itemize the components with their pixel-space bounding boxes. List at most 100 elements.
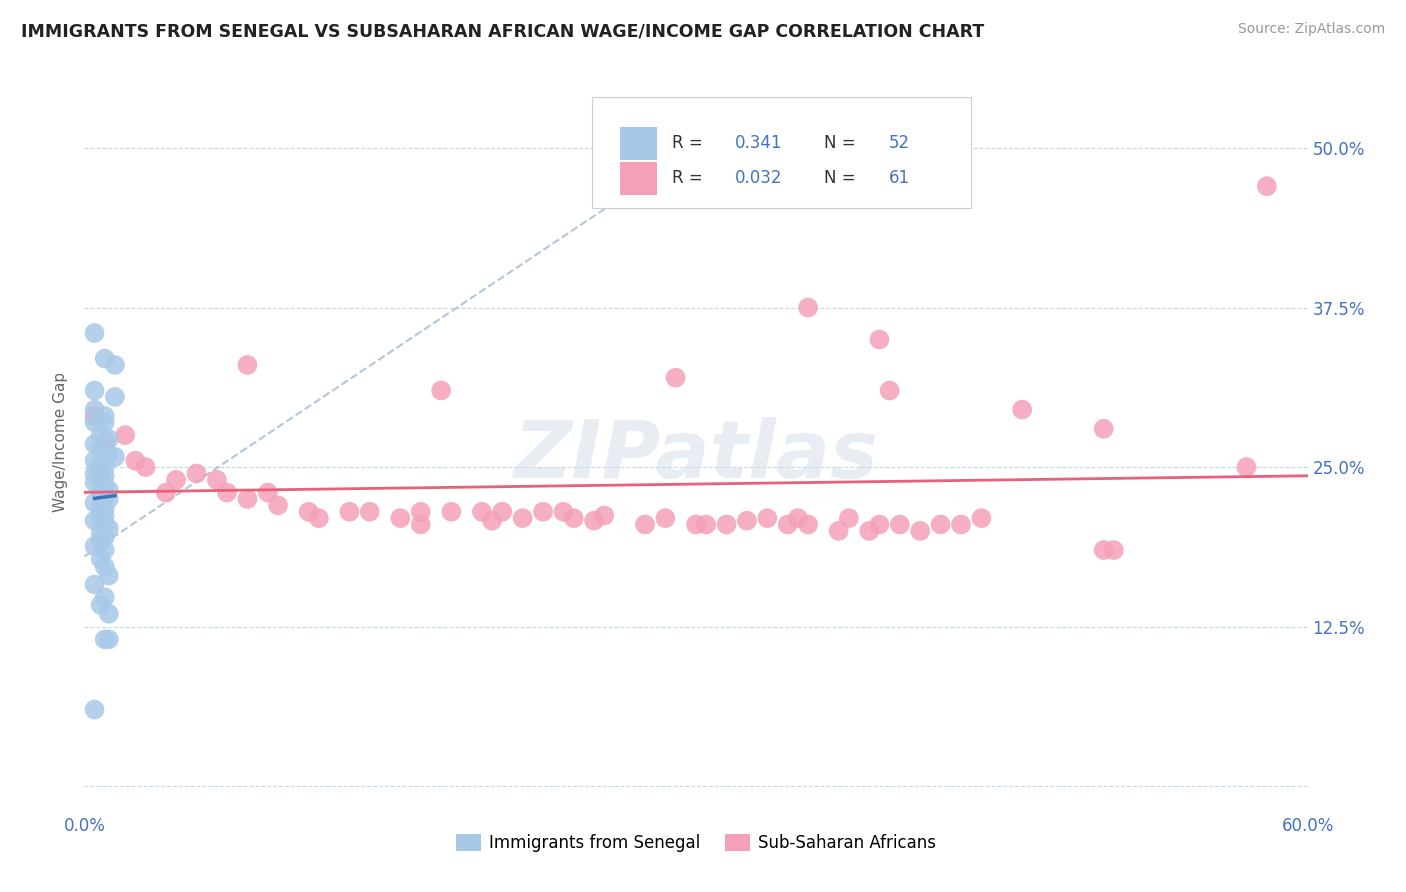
- Point: [93, 479, 115, 493]
- Point: [135, 460, 157, 475]
- Point: [83, 577, 105, 591]
- Point: [104, 390, 127, 404]
- Point: [430, 384, 453, 398]
- Point: [409, 505, 432, 519]
- Point: [90, 485, 112, 500]
- Point: [1011, 402, 1033, 417]
- Point: [97, 632, 120, 647]
- Point: [97, 447, 120, 461]
- Point: [93, 434, 115, 449]
- Point: [97, 432, 120, 446]
- Bar: [620, 127, 657, 161]
- Point: [90, 526, 112, 541]
- Point: [298, 505, 321, 519]
- Point: [93, 488, 115, 502]
- Point: [838, 511, 860, 525]
- Point: [950, 517, 973, 532]
- Point: [797, 301, 820, 315]
- Point: [97, 568, 120, 582]
- Point: [553, 505, 575, 519]
- Point: [735, 514, 758, 528]
- Point: [236, 358, 259, 372]
- Point: [339, 505, 361, 519]
- Point: [93, 517, 115, 532]
- Point: [83, 539, 105, 553]
- Point: [93, 351, 115, 366]
- Point: [910, 524, 932, 538]
- Point: [869, 517, 891, 532]
- Point: [90, 441, 112, 455]
- Point: [124, 453, 146, 467]
- Point: [97, 607, 120, 621]
- Text: 61: 61: [889, 169, 910, 187]
- Point: [104, 450, 127, 464]
- Point: [83, 416, 105, 430]
- Point: [879, 384, 901, 398]
- Point: [93, 416, 115, 430]
- Point: [93, 543, 115, 558]
- Text: 0.032: 0.032: [735, 169, 783, 187]
- Text: IMMIGRANTS FROM SENEGAL VS SUBSAHARAN AFRICAN WAGE/INCOME GAP CORRELATION CHART: IMMIGRANTS FROM SENEGAL VS SUBSAHARAN AF…: [21, 22, 984, 40]
- Point: [97, 521, 120, 535]
- Point: [308, 511, 330, 525]
- Point: [695, 517, 717, 532]
- FancyBboxPatch shape: [592, 97, 972, 209]
- Text: 0.341: 0.341: [735, 134, 783, 153]
- Point: [257, 485, 280, 500]
- Point: [93, 632, 115, 647]
- Legend: Immigrants from Senegal, Sub-Saharan Africans: Immigrants from Senegal, Sub-Saharan Afr…: [449, 828, 943, 859]
- Point: [83, 384, 105, 398]
- Point: [186, 467, 208, 481]
- Point: [217, 485, 239, 500]
- Point: [1092, 543, 1115, 558]
- Point: [531, 505, 554, 519]
- Point: [1102, 543, 1125, 558]
- Point: [583, 514, 606, 528]
- Point: [389, 511, 412, 525]
- Point: [787, 511, 810, 525]
- Point: [654, 511, 676, 525]
- Text: R =: R =: [672, 134, 707, 153]
- Point: [889, 517, 911, 532]
- Point: [685, 517, 707, 532]
- Point: [90, 598, 112, 612]
- Point: [359, 505, 381, 519]
- Point: [90, 499, 112, 513]
- Point: [491, 505, 513, 519]
- Point: [93, 469, 115, 483]
- Point: [90, 552, 112, 566]
- Point: [665, 370, 688, 384]
- Point: [93, 508, 115, 523]
- Point: [93, 500, 115, 515]
- Bar: [620, 161, 657, 195]
- Point: [83, 409, 105, 423]
- Point: [83, 703, 105, 717]
- Point: [512, 511, 534, 525]
- Point: [83, 326, 105, 340]
- Point: [634, 517, 657, 532]
- Point: [93, 409, 115, 423]
- Point: [90, 428, 112, 442]
- Point: [593, 508, 616, 523]
- Text: N =: N =: [824, 134, 862, 153]
- Point: [97, 491, 120, 506]
- Point: [83, 467, 105, 481]
- Point: [155, 485, 177, 500]
- Point: [236, 491, 259, 506]
- Point: [797, 517, 820, 532]
- Point: [93, 530, 115, 544]
- Point: [83, 475, 105, 490]
- Point: [90, 462, 112, 476]
- Point: [90, 458, 112, 472]
- Point: [828, 524, 851, 538]
- Text: ZIPatlas: ZIPatlas: [513, 417, 879, 495]
- Point: [93, 559, 115, 574]
- Point: [97, 483, 120, 497]
- Point: [267, 499, 290, 513]
- Point: [90, 473, 112, 487]
- Point: [90, 511, 112, 525]
- Point: [83, 453, 105, 467]
- Point: [716, 517, 738, 532]
- Point: [970, 511, 993, 525]
- Point: [869, 333, 891, 347]
